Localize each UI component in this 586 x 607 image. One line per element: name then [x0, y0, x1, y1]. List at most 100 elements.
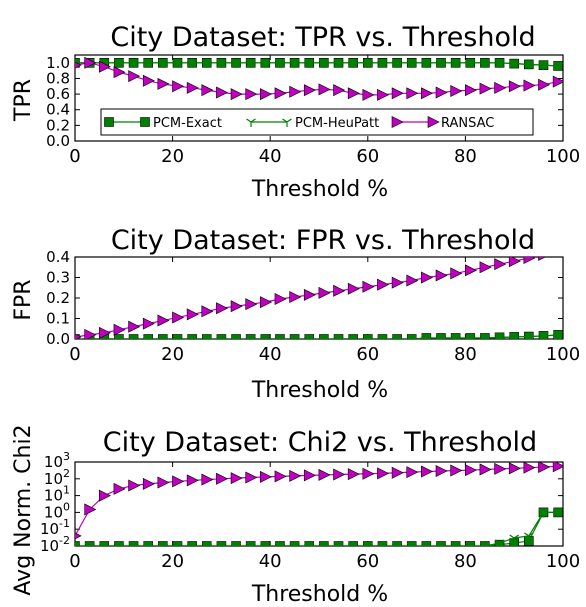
- fpr-chart-ransac-point: [201, 305, 214, 318]
- chi2-chart-ransac-point: [538, 462, 551, 474]
- chi2-chart-pcm-exact-point: [216, 541, 227, 546]
- chi2-chart-pcm-heupatt-point: [421, 542, 432, 546]
- chi2-chart-pcm-heupatt-point: [509, 534, 520, 543]
- chi2-chart-pcm-exact-point: [260, 541, 271, 546]
- fpr-chart-xtick-label: 60: [356, 344, 379, 365]
- fpr-chart-ylabel: FPR: [11, 279, 36, 320]
- fpr-chart-pcm-heupatt-point: [538, 332, 549, 339]
- chi2-chart-pcm-heupatt-point: [289, 542, 300, 546]
- fpr-chart-pcm-heupatt-point: [187, 335, 197, 339]
- fpr-chart-pcm-exact-point: [319, 334, 329, 339]
- fpr-chart-ransac-point: [186, 308, 199, 321]
- tpr-chart-pcm-heupatt-point: [450, 59, 461, 68]
- chi2-chart-ransac-line: [75, 465, 559, 537]
- chi2-chart-pcm-exact-point: [421, 541, 432, 546]
- tpr-chart-ytick-label: 0.6: [46, 85, 70, 103]
- tpr-chart: City Dataset: TPR vs. Threshold TPR Thre…: [11, 22, 580, 202]
- chi2-chart-pcm-exact-point: [128, 541, 139, 546]
- fpr-chart-pcm-heupatt-point: [231, 335, 241, 339]
- fpr-chart-pcm-exact-point: [201, 334, 212, 339]
- fpr-chart-xtick-label: 100: [546, 344, 580, 365]
- fpr-chart-pcm-exact-point: [362, 334, 373, 339]
- tpr-chart-ransac-point: [377, 88, 390, 101]
- fpr-chart-pcm-heupatt-point: [319, 335, 329, 339]
- fpr-chart-pcm-exact-point: [187, 334, 197, 339]
- tpr-chart-pcm-heupatt-point: [187, 59, 197, 68]
- fpr-chart-ransac-point: [377, 278, 390, 291]
- chi2-chart-pcm-heupatt-point: [216, 542, 227, 546]
- fpr-chart-pcm-heupatt-point: [509, 333, 520, 339]
- fpr-chart-pcm-exact-point: [392, 334, 402, 339]
- fpr-chart-ransac-point: [421, 271, 434, 284]
- fpr-chart-pcm-exact-point: [260, 334, 271, 339]
- chi2-chart-pcm-heupatt-point: [436, 542, 446, 546]
- fpr-chart-pcm-heupatt-point: [450, 334, 461, 339]
- tpr-chart-pcm-heupatt-point: [143, 59, 154, 68]
- tpr-chart-pcm-heupatt-point: [333, 59, 344, 68]
- tpr-chart-pcm-heupatt-point: [553, 62, 563, 71]
- tpr-chart-ransac-point: [201, 84, 214, 97]
- chi2-chart-pcm-exact-point: [406, 541, 417, 546]
- tpr-chart-ytick-label: 1.0: [46, 54, 70, 72]
- chi2-chart-xtick-label: 20: [161, 551, 184, 572]
- tpr-chart-ransac-point: [216, 86, 229, 99]
- chi2-chart-ytick-label: 10-2: [40, 534, 70, 555]
- fpr-chart-pcm-heupatt-point: [260, 335, 271, 339]
- chi2-chart-pcm-exact-point: [304, 541, 315, 546]
- chi2-chart-pcm-exact-point: [231, 541, 241, 546]
- fpr-chart-ransac-point: [245, 298, 258, 311]
- legend-pcm-exact-label: PCM-Exact: [153, 116, 222, 131]
- chi2-chart-pcm-heupatt-point: [231, 542, 241, 546]
- chi2-chart-pcm-exact-point: [275, 541, 285, 546]
- tpr-chart-ransac-point: [523, 79, 536, 92]
- tpr-chart-pcm-heupatt-point: [406, 59, 417, 68]
- tpr-chart-ransac-point: [303, 84, 316, 97]
- chi2-chart-ransac-point: [362, 467, 375, 480]
- fpr-chart-ransac-point: [362, 280, 375, 293]
- chi2-chart-pcm-exact-point: [465, 541, 476, 546]
- fpr-chart-ransac-point: [464, 264, 477, 277]
- tpr-chart-ransac-point: [552, 75, 563, 88]
- chi2-chart-ytick-label: 103: [44, 450, 70, 471]
- fpr-chart-ransac-point: [450, 267, 463, 280]
- chi2-chart-ransac-point: [186, 474, 199, 487]
- chi2-chart-ransac-point: [406, 466, 419, 479]
- tpr-chart-ransac-point: [98, 60, 111, 73]
- chi2-chart-pcm-exact-point: [158, 541, 168, 546]
- fpr-chart-ransac-point: [479, 261, 492, 274]
- tpr-chart-pcm-heupatt-point: [319, 59, 329, 68]
- fpr-chart-ransac-point: [157, 314, 170, 327]
- chi2-chart-ransac-point: [274, 470, 287, 483]
- fpr-chart-ransac-point: [494, 258, 507, 271]
- chi2-chart-pcm-heupatt-point: [84, 542, 95, 546]
- chi2-chart-pcm-exact-point: [450, 541, 461, 546]
- legend-ransac-marker: [427, 116, 440, 128]
- fpr-chart-ransac-point: [318, 286, 331, 299]
- tpr-chart-xtick-label: 0: [69, 146, 80, 167]
- chi2-chart-ytick-label: 101: [44, 484, 70, 505]
- tpr-chart-pcm-heupatt-point: [275, 59, 285, 68]
- fpr-chart-pcm-heupatt-point: [201, 335, 212, 339]
- chi2-chart-pcm-heupatt-point: [114, 542, 124, 546]
- fpr-chart-ransac-point: [142, 317, 155, 330]
- tpr-chart-xtick-label: 60: [356, 146, 379, 167]
- fpr-chart-pcm-heupatt-point: [114, 335, 124, 339]
- chi2-chart-ransac-point: [333, 468, 346, 481]
- fpr-chart-pcm-heupatt-point: [216, 335, 227, 339]
- tpr-chart-pcm-heupatt-point: [348, 59, 358, 68]
- tpr-chart-frame: [74, 54, 564, 142]
- fpr-chart-pcm-exact-point: [245, 334, 256, 339]
- fpr-chart-pcm-exact-point: [289, 334, 300, 339]
- chi2-chart-ransac-point: [377, 467, 390, 480]
- fpr-chart-pcm-heupatt-line: [75, 334, 559, 339]
- fpr-chart-pcm-heupatt-point: [524, 333, 534, 339]
- chi2-chart-ransac-point: [230, 472, 243, 485]
- tpr-chart-pcm-heupatt-point: [524, 60, 534, 70]
- fpr-chart-pcm-exact-point: [377, 334, 388, 339]
- tpr-chart-ransac-point: [391, 87, 404, 100]
- chi2-chart-pcm-heupatt-point: [172, 542, 183, 546]
- chi2-chart-pcm-heupatt-point: [187, 542, 197, 546]
- fpr-chart-ransac-point: [406, 274, 419, 287]
- tpr-chart-xtick-label: 20: [161, 146, 184, 167]
